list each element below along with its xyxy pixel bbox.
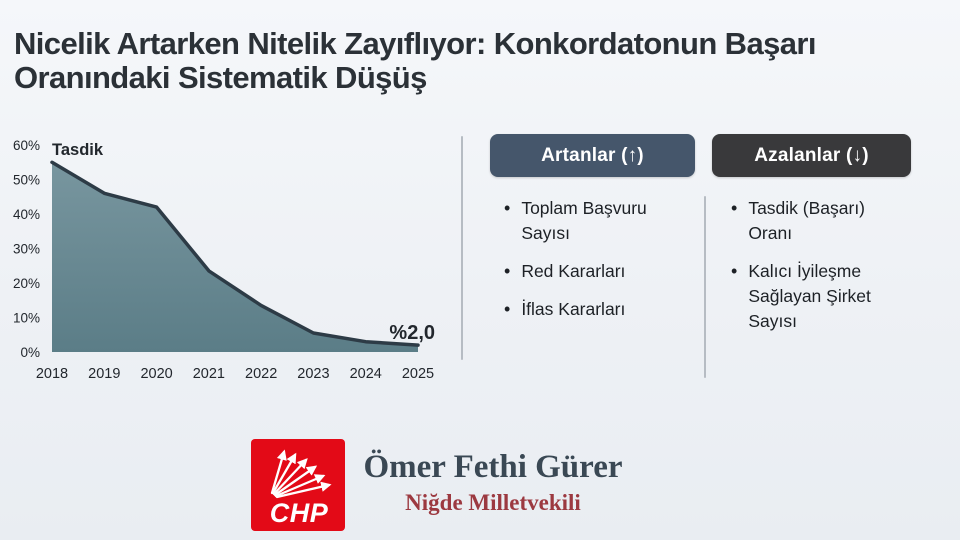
x-axis-tick: 2024	[350, 366, 382, 382]
list-item-label: İflas Kararları	[521, 299, 626, 319]
end-value-label: %2,0	[389, 322, 435, 344]
list-item: Kalıcı İyileşme Sağlayan Şirket Sayısı	[731, 259, 893, 334]
list-item-label: Red Kararları	[521, 261, 626, 281]
tasdik-area-chart: 0% 10% 20% 30% 40% 50% 60% 2018 2019 2020 2021 2022…	[13, 138, 435, 382]
person-name: Ömer Fethi Gürer	[363, 449, 623, 485]
chart-panels-divider	[461, 136, 463, 360]
x-axis-tick: 2021	[193, 366, 225, 382]
person-role: Niğde Milletvekili	[405, 490, 581, 515]
increasing-header-label: Artanlar (↑)	[541, 144, 644, 166]
footer-identity: Ömer Fethi Gürer Niğde Milletvekili	[350, 449, 636, 516]
x-axis-tick: 2022	[245, 366, 277, 382]
chp-logo: CHP	[251, 439, 345, 531]
chp-arrows-icon	[270, 449, 332, 499]
increasing-list: Toplam Başvuru Sayısı Red Kararları İfla…	[504, 196, 682, 335]
page-title-line1: Nicelik Artarken Nitelik Zayıflıyor: Kon…	[14, 26, 816, 61]
bullet-icon	[731, 259, 737, 334]
y-axis-tick: 40%	[13, 207, 40, 222]
x-axis-tick: 2025	[402, 366, 434, 382]
bullet-icon	[504, 196, 510, 246]
decreasing-header-label: Azalanlar (↓)	[754, 144, 869, 166]
panels-divider	[704, 196, 706, 378]
bullet-icon	[504, 259, 510, 284]
list-item-label: Toplam Başvuru Sayısı	[521, 198, 647, 243]
list-item-label: Tasdik (Başarı) Oranı	[748, 198, 866, 243]
y-axis-tick: 50%	[13, 173, 40, 188]
trend-line	[50, 160, 420, 347]
y-axis-tick: 20%	[13, 276, 40, 291]
chp-logo-text: CHP	[270, 498, 329, 528]
page-title-line2: Oranındaki Sistematik Düşüş	[14, 60, 427, 95]
list-item: İflas Kararları	[504, 297, 682, 322]
x-axis-tick: 2020	[140, 366, 172, 382]
increasing-header-badge: Artanlar (↑)	[490, 134, 695, 177]
decreasing-header-badge: Azalanlar (↓)	[712, 134, 911, 177]
bullet-icon	[731, 196, 737, 246]
area-fill	[52, 162, 418, 352]
list-item: Red Kararları	[504, 259, 682, 284]
bullet-icon	[504, 297, 510, 322]
series-label: Tasdik	[52, 141, 104, 159]
y-axis-tick: 0%	[20, 345, 40, 360]
list-item: Tasdik (Başarı) Oranı	[731, 196, 893, 246]
list-item-label: Kalıcı İyileşme Sağlayan Şirket Sayısı	[748, 261, 871, 331]
x-axis-tick: 2023	[297, 366, 329, 382]
x-axis-tick: 2018	[36, 366, 68, 382]
y-axis-tick: 30%	[13, 242, 40, 257]
x-axis-tick: 2019	[88, 366, 120, 382]
y-axis-tick: 60%	[13, 138, 40, 153]
page-title: Nicelik Artarken Nitelik Zayıflıyor: Kon…	[14, 27, 949, 95]
list-item: Toplam Başvuru Sayısı	[504, 196, 682, 246]
decreasing-list: Tasdik (Başarı) Oranı Kalıcı İyileşme Sa…	[731, 196, 893, 347]
y-axis-tick: 10%	[13, 311, 40, 326]
chp-logo-background	[251, 439, 345, 531]
